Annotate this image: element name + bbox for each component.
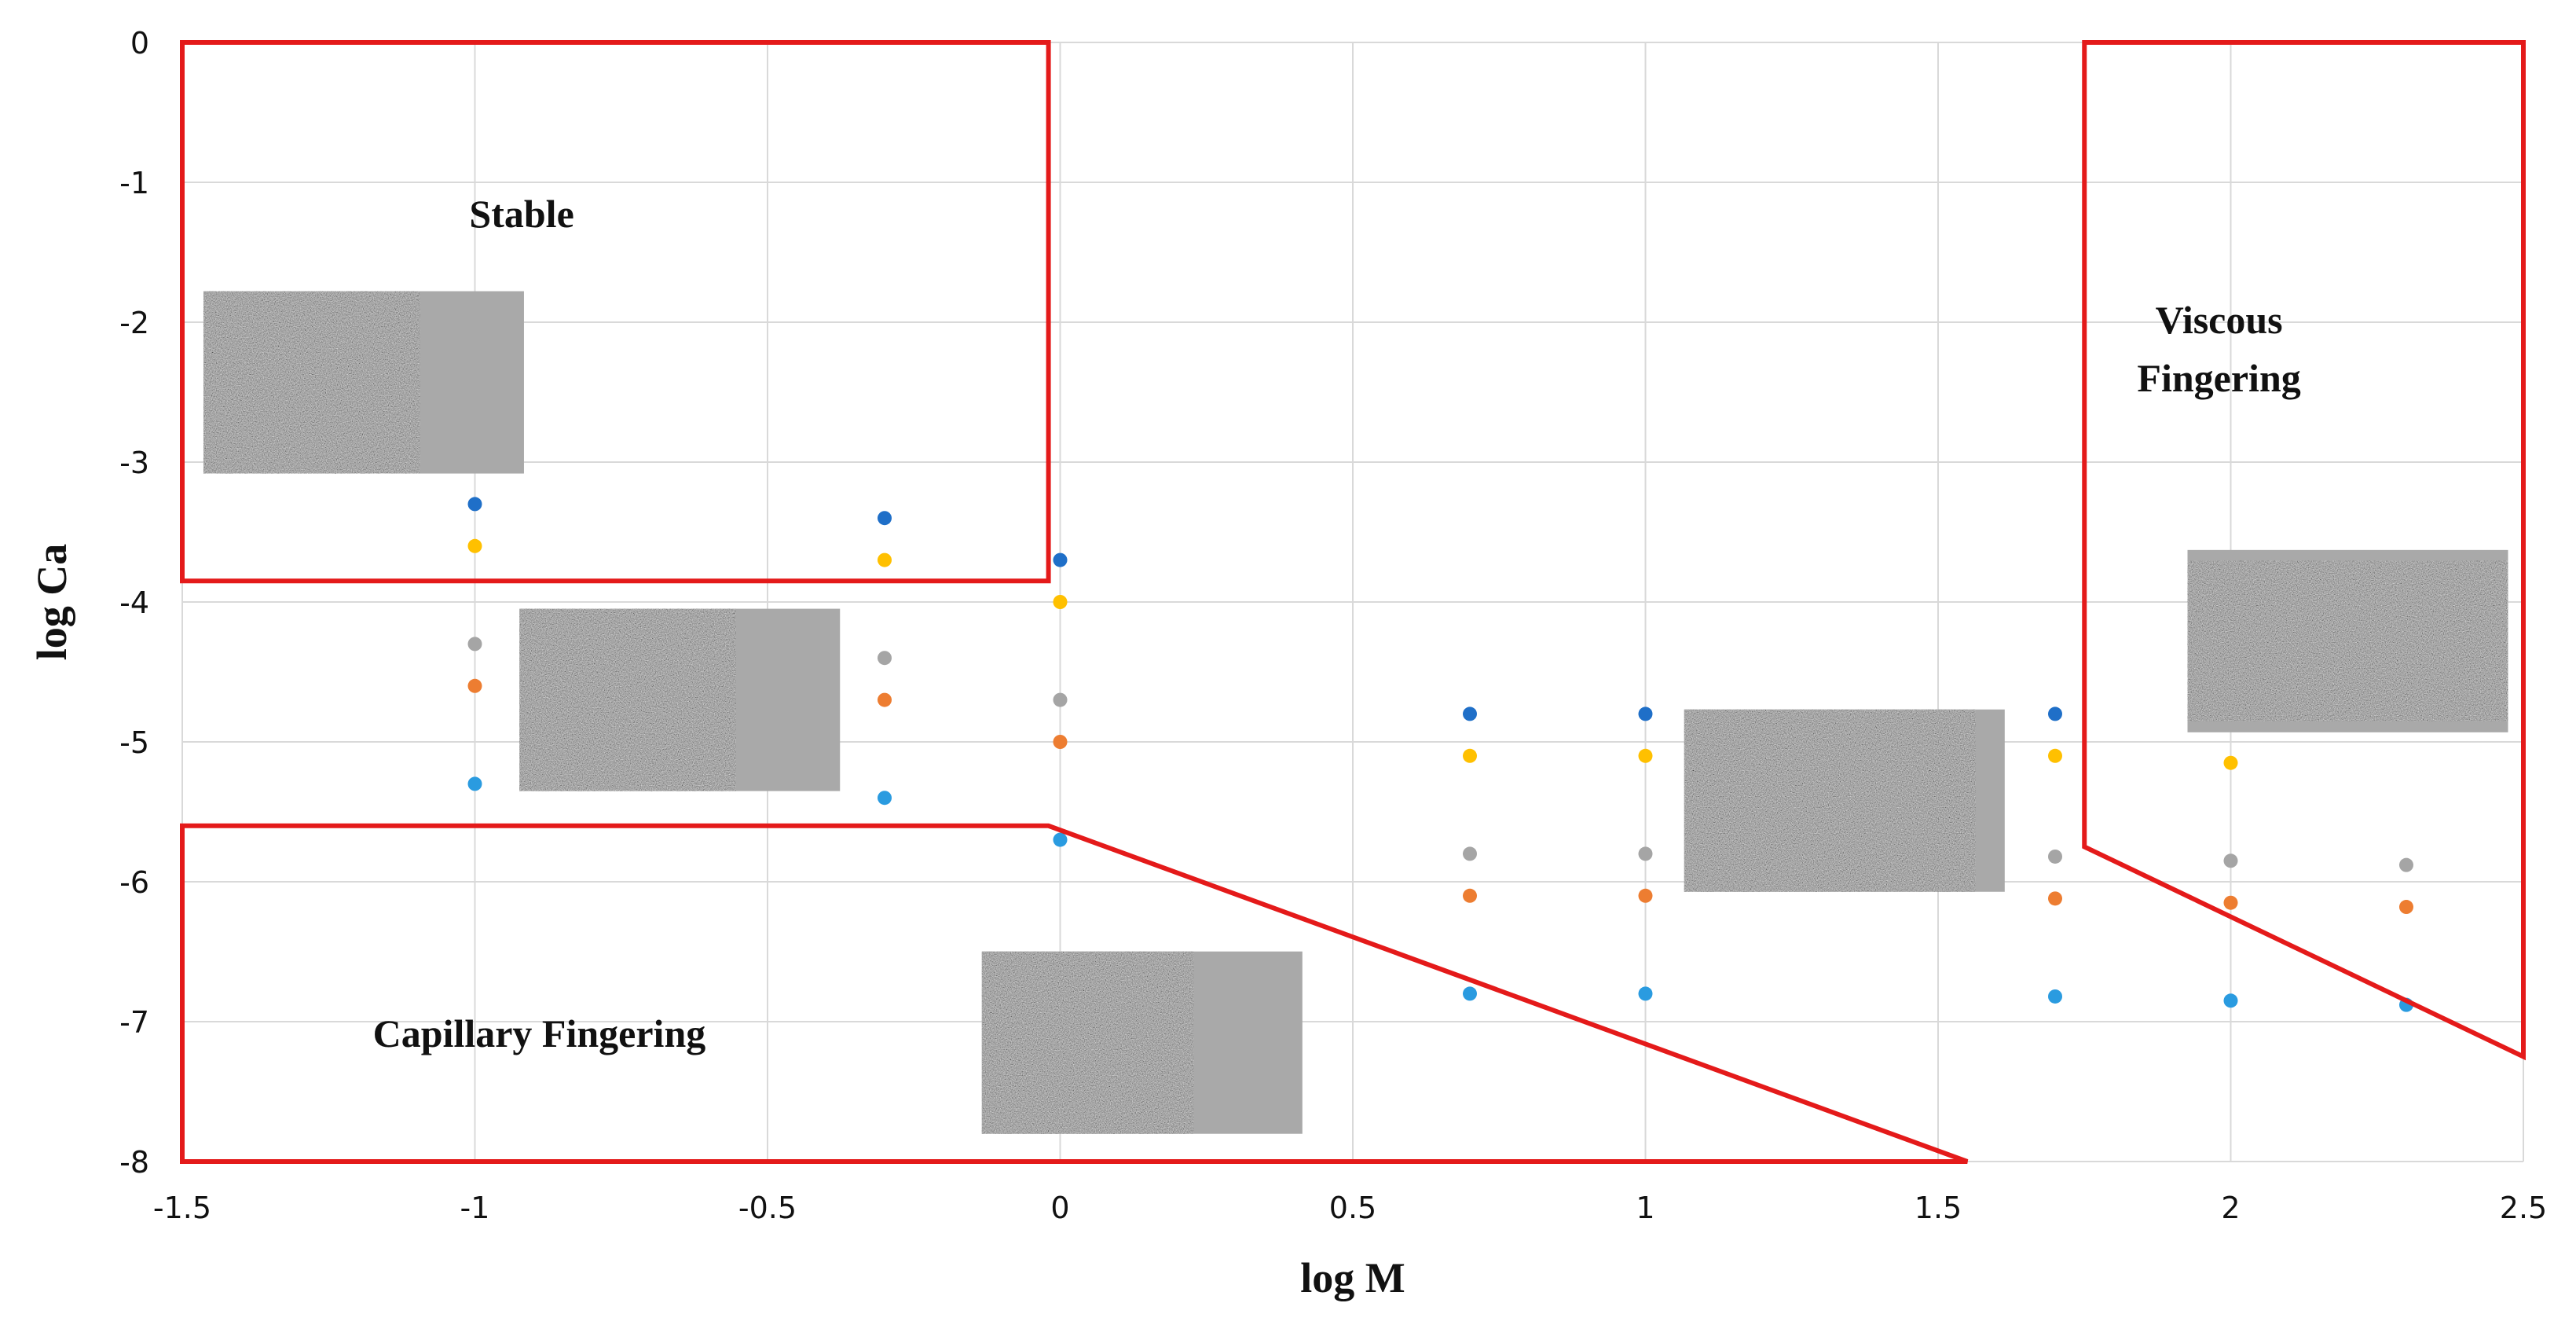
region-capillary-fingering [180,823,1969,1164]
x-tick-label: 1 [1636,1191,1654,1225]
data-point-series-2 [878,552,892,567]
data-point-series-3 [1053,692,1068,707]
y-tick-label: -1 [119,166,149,200]
x-axis-title: log M [1300,1254,1405,1301]
data-point-series-2 [2223,755,2238,770]
y-tick-label: -4 [119,585,149,620]
axes: -1.5 -1 -0.5 0 0.5 1 1.5 2 2.5 0 -1 -2 -3 -4 -5 -6 -7 -8 [119,26,2547,1225]
region-label: Capillary Fingering [373,1011,706,1055]
y-tick-label: 0 [130,26,149,61]
data-point-series-4 [1463,888,1477,903]
data-point-series-5 [1463,986,1477,1001]
data-point-series-1 [1638,707,1653,721]
data-point-series-5 [1638,986,1653,1001]
y-axis-title: log Ca [28,544,75,661]
data-point-series-3 [2048,849,2062,864]
data-point-series-2 [1638,748,1653,763]
data-point-series-5 [2223,993,2238,1008]
data-point-series-4 [2399,900,2413,915]
data-point-series-2 [1053,595,1068,609]
invading-fluid-texture [203,291,420,474]
data-point-series-5 [1053,832,1068,847]
y-tick-label: -3 [119,446,149,480]
data-point-series-4 [467,678,482,693]
data-point-series-3 [467,637,482,651]
invading-fluid-texture [1684,709,1976,892]
y-tick-label: -5 [119,725,149,760]
y-tick-label: -8 [119,1145,149,1180]
data-point-series-5 [2048,989,2062,1004]
transition-micrograph [519,608,841,791]
capillary-micrograph [981,951,1303,1134]
invading-fluid-texture [981,951,1194,1134]
data-point-series-4 [878,692,892,707]
data-point-series-2 [2048,748,2062,763]
y-tick-label: -6 [119,865,149,900]
viscous-micrograph [2187,549,2508,732]
data-point-series-3 [1638,846,1653,861]
x-tick-label: 2 [2221,1191,2240,1225]
region-label: Fingering [2137,356,2300,400]
data-point-series-1 [467,497,482,512]
regime-regions: Stable Capillary Fingering Viscous Fingerin… [180,40,2526,1164]
data-point-series-4 [2048,891,2062,906]
data-point-series-4 [1053,735,1068,749]
data-points [467,497,2413,1012]
x-tick-label: 0 [1050,1191,1069,1225]
invading-fluid-texture [2187,560,2508,721]
data-point-series-1 [878,511,892,526]
y-tick-label: -7 [119,1005,149,1040]
region-stable [180,40,1051,584]
data-point-series-1 [1463,707,1477,721]
data-point-series-4 [1638,888,1653,903]
data-point-series-5 [467,776,482,791]
x-tick-label: -1.5 [153,1191,211,1225]
x-tick-label: -1 [460,1191,490,1225]
data-point-series-1 [1053,552,1068,567]
data-point-series-4 [2223,895,2238,910]
invading-fluid-texture [519,608,736,791]
x-tick-label: 0.5 [1329,1191,1376,1225]
x-tick-label: 1.5 [1915,1191,1962,1225]
data-point-series-5 [878,791,892,806]
micrographs [203,291,2508,1134]
x-tick-label: 2.5 [2500,1191,2547,1225]
data-point-series-3 [1463,846,1477,861]
x-tick-label: -0.5 [738,1191,797,1225]
data-point-series-2 [467,538,482,553]
region-label: Stable [469,192,573,236]
region-label: Viscous [2156,298,2283,342]
data-point-series-1 [2048,707,2062,721]
mixed-micrograph [1684,709,2005,892]
y-tick-label: -2 [119,306,149,340]
data-point-series-3 [2223,853,2238,868]
data-point-series-2 [1463,748,1477,763]
data-point-series-3 [2399,857,2413,872]
region-viscous-fingering [2082,40,2526,1061]
data-point-series-3 [878,651,892,666]
stable-micrograph [203,291,524,474]
